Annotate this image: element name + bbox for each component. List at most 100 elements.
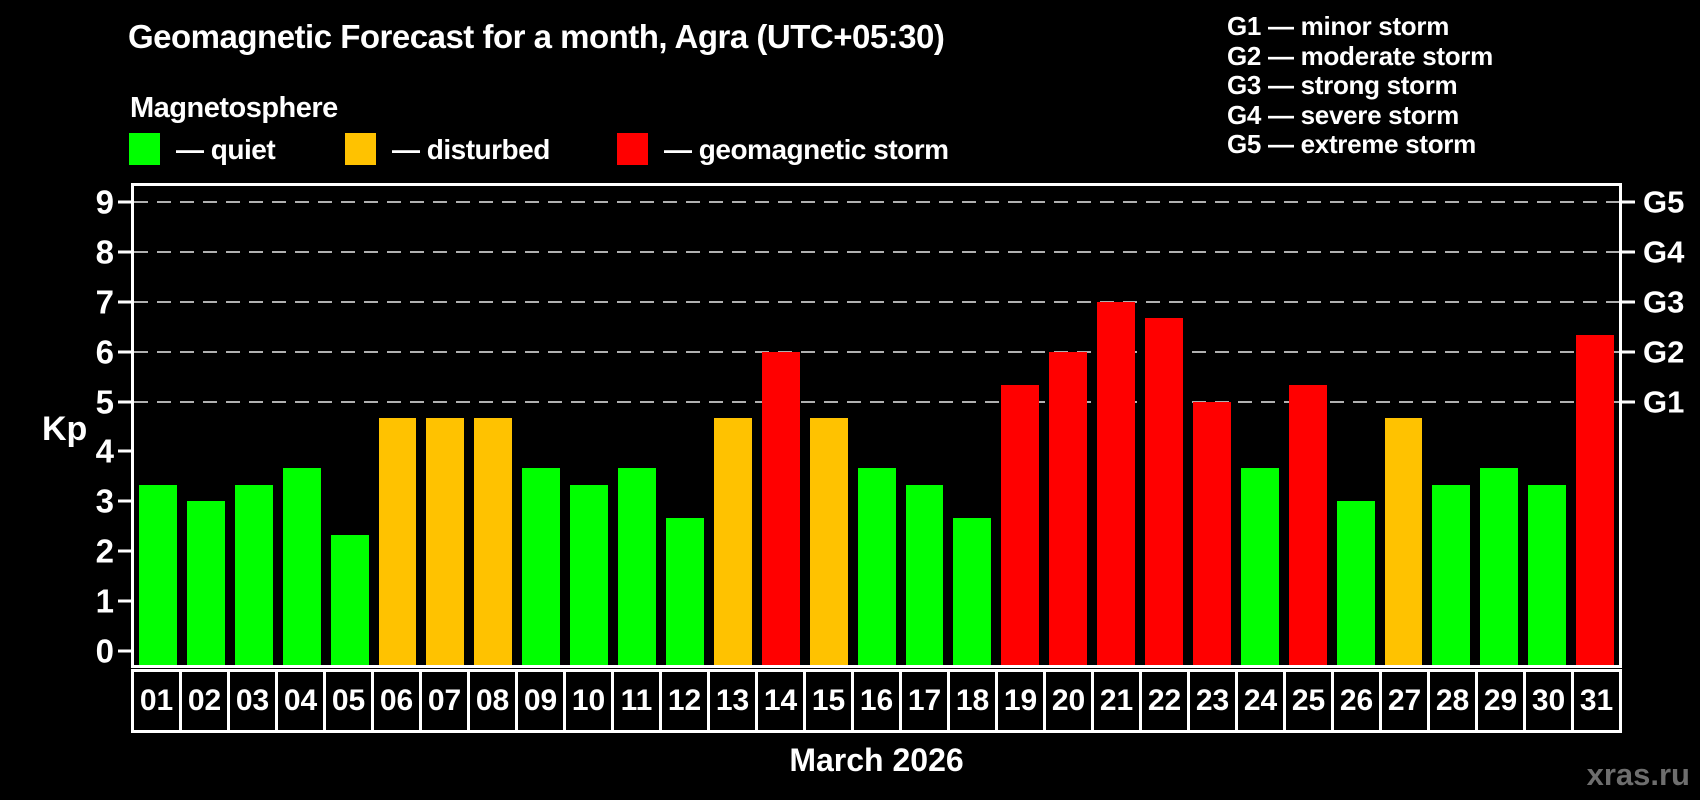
bar-slot-07 xyxy=(421,186,469,665)
day-cell-07: 07 xyxy=(419,669,470,733)
day-cell-04: 04 xyxy=(275,669,326,733)
disturbed-color-swatch xyxy=(345,133,376,165)
chart-title: Geomagnetic Forecast for a month, Agra (… xyxy=(128,18,945,55)
gridlines xyxy=(134,186,1619,665)
day-cell-11: 11 xyxy=(611,669,662,733)
gridline-kp-8 xyxy=(134,250,1619,253)
y-tick-mark-1 xyxy=(118,599,131,603)
g-axis-labels: G1 G2 G3 G4 G5 xyxy=(1643,186,1700,665)
quiet-color-swatch xyxy=(129,133,160,165)
bar-slot-25 xyxy=(1284,186,1332,665)
y-tick-label-6: 6 xyxy=(95,333,114,371)
bar-day-02 xyxy=(186,501,225,665)
bar-slot-04 xyxy=(278,186,326,665)
bar-day-13 xyxy=(713,418,752,665)
y-tick-label-1: 1 xyxy=(95,582,114,620)
bar-slot-21 xyxy=(1092,186,1140,665)
day-cell-08: 08 xyxy=(467,669,518,733)
day-cell-12: 12 xyxy=(659,669,710,733)
bar-day-19 xyxy=(1001,385,1040,665)
bar-slot-24 xyxy=(1236,186,1284,665)
bar-slot-11 xyxy=(613,186,661,665)
legend-label-quiet: — quiet xyxy=(176,134,276,165)
day-cell-23: 23 xyxy=(1187,669,1238,733)
storm-scale-line-g5: G5 — extreme storm xyxy=(1227,129,1476,160)
day-cell-25: 25 xyxy=(1283,669,1334,733)
bar-day-01 xyxy=(139,484,177,665)
bar-slot-18 xyxy=(948,186,996,665)
bar-day-22 xyxy=(1145,318,1183,665)
y-tick-mark-6 xyxy=(118,350,131,354)
bar-day-18 xyxy=(953,517,992,665)
g-tick-label-g4: G4 xyxy=(1643,234,1685,270)
legend-label-disturbed: — disturbed xyxy=(392,134,550,165)
bar-day-30 xyxy=(1528,484,1567,665)
bar-day-08 xyxy=(474,418,513,665)
bar-slot-23 xyxy=(1188,186,1236,665)
bar-slot-28 xyxy=(1427,186,1475,665)
bar-slot-22 xyxy=(1140,186,1188,665)
y-tick-label-2: 2 xyxy=(95,532,114,570)
g-tick-mark-g5 xyxy=(1622,200,1635,204)
bar-day-03 xyxy=(234,484,273,665)
g-axis-ticks xyxy=(1622,186,1635,665)
bar-day-23 xyxy=(1192,401,1231,665)
bar-slot-14 xyxy=(757,186,805,665)
bar-day-26 xyxy=(1336,501,1375,665)
day-cell-05: 05 xyxy=(323,669,374,733)
day-cell-27: 27 xyxy=(1379,669,1430,733)
storm-scale-line-g3: G3 — strong storm xyxy=(1227,70,1458,101)
x-axis-title: March 2026 xyxy=(789,742,964,778)
bar-day-27 xyxy=(1384,418,1423,665)
day-cell-01: 01 xyxy=(131,669,182,733)
y-tick-mark-7 xyxy=(118,300,131,304)
day-cell-26: 26 xyxy=(1331,669,1382,733)
bar-day-14 xyxy=(761,351,800,665)
day-cell-31: 31 xyxy=(1571,669,1622,733)
day-cell-28: 28 xyxy=(1427,669,1478,733)
day-cell-14: 14 xyxy=(755,669,806,733)
day-cell-10: 10 xyxy=(563,669,614,733)
storm-color-swatch xyxy=(617,133,648,165)
bar-day-05 xyxy=(330,534,369,665)
legend-label-storm: — geomagnetic storm xyxy=(664,134,949,165)
bar-day-16 xyxy=(857,467,896,665)
day-cell-15: 15 xyxy=(803,669,854,733)
bar-day-06 xyxy=(378,418,417,665)
bar-day-07 xyxy=(426,418,465,665)
day-label-row: 01 02 03 04 05 06 07 08 09 10 11 12 13 14 15 16 17 18 19 20… xyxy=(131,669,1622,733)
y-tick-label-8: 8 xyxy=(95,233,114,271)
bars-container xyxy=(134,186,1619,665)
y-axis-ticks xyxy=(118,186,131,665)
g-tick-label-g1: G1 xyxy=(1643,384,1685,420)
day-cell-18: 18 xyxy=(947,669,998,733)
bar-slot-15 xyxy=(805,186,853,665)
y-tick-mark-3 xyxy=(118,499,131,503)
bar-slot-03 xyxy=(230,186,278,665)
bar-slot-10 xyxy=(565,186,613,665)
bar-day-24 xyxy=(1240,467,1279,665)
y-tick-mark-5 xyxy=(118,400,131,404)
bar-slot-02 xyxy=(182,186,230,665)
y-tick-label-5: 5 xyxy=(95,383,114,421)
y-tick-mark-9 xyxy=(118,200,131,204)
g-tick-mark-g1 xyxy=(1622,400,1635,404)
g-tick-label-g2: G2 xyxy=(1643,334,1685,370)
y-tick-label-0: 0 xyxy=(95,632,114,670)
day-cell-24: 24 xyxy=(1235,669,1286,733)
day-cell-29: 29 xyxy=(1475,669,1526,733)
storm-scale-line-g2: G2 — moderate storm xyxy=(1227,40,1493,71)
gridline-kp-6 xyxy=(134,350,1619,353)
bar-slot-01 xyxy=(134,186,182,665)
bar-slot-17 xyxy=(901,186,949,665)
storm-scale-line-g4: G4 — severe storm xyxy=(1227,99,1459,130)
day-cell-13: 13 xyxy=(707,669,758,733)
bar-slot-09 xyxy=(517,186,565,665)
day-cell-03: 03 xyxy=(227,669,278,733)
bar-slot-06 xyxy=(374,186,422,665)
bar-slot-29 xyxy=(1475,186,1523,665)
day-cell-30: 30 xyxy=(1523,669,1574,733)
bar-day-20 xyxy=(1049,351,1088,665)
y-tick-mark-8 xyxy=(118,250,131,254)
